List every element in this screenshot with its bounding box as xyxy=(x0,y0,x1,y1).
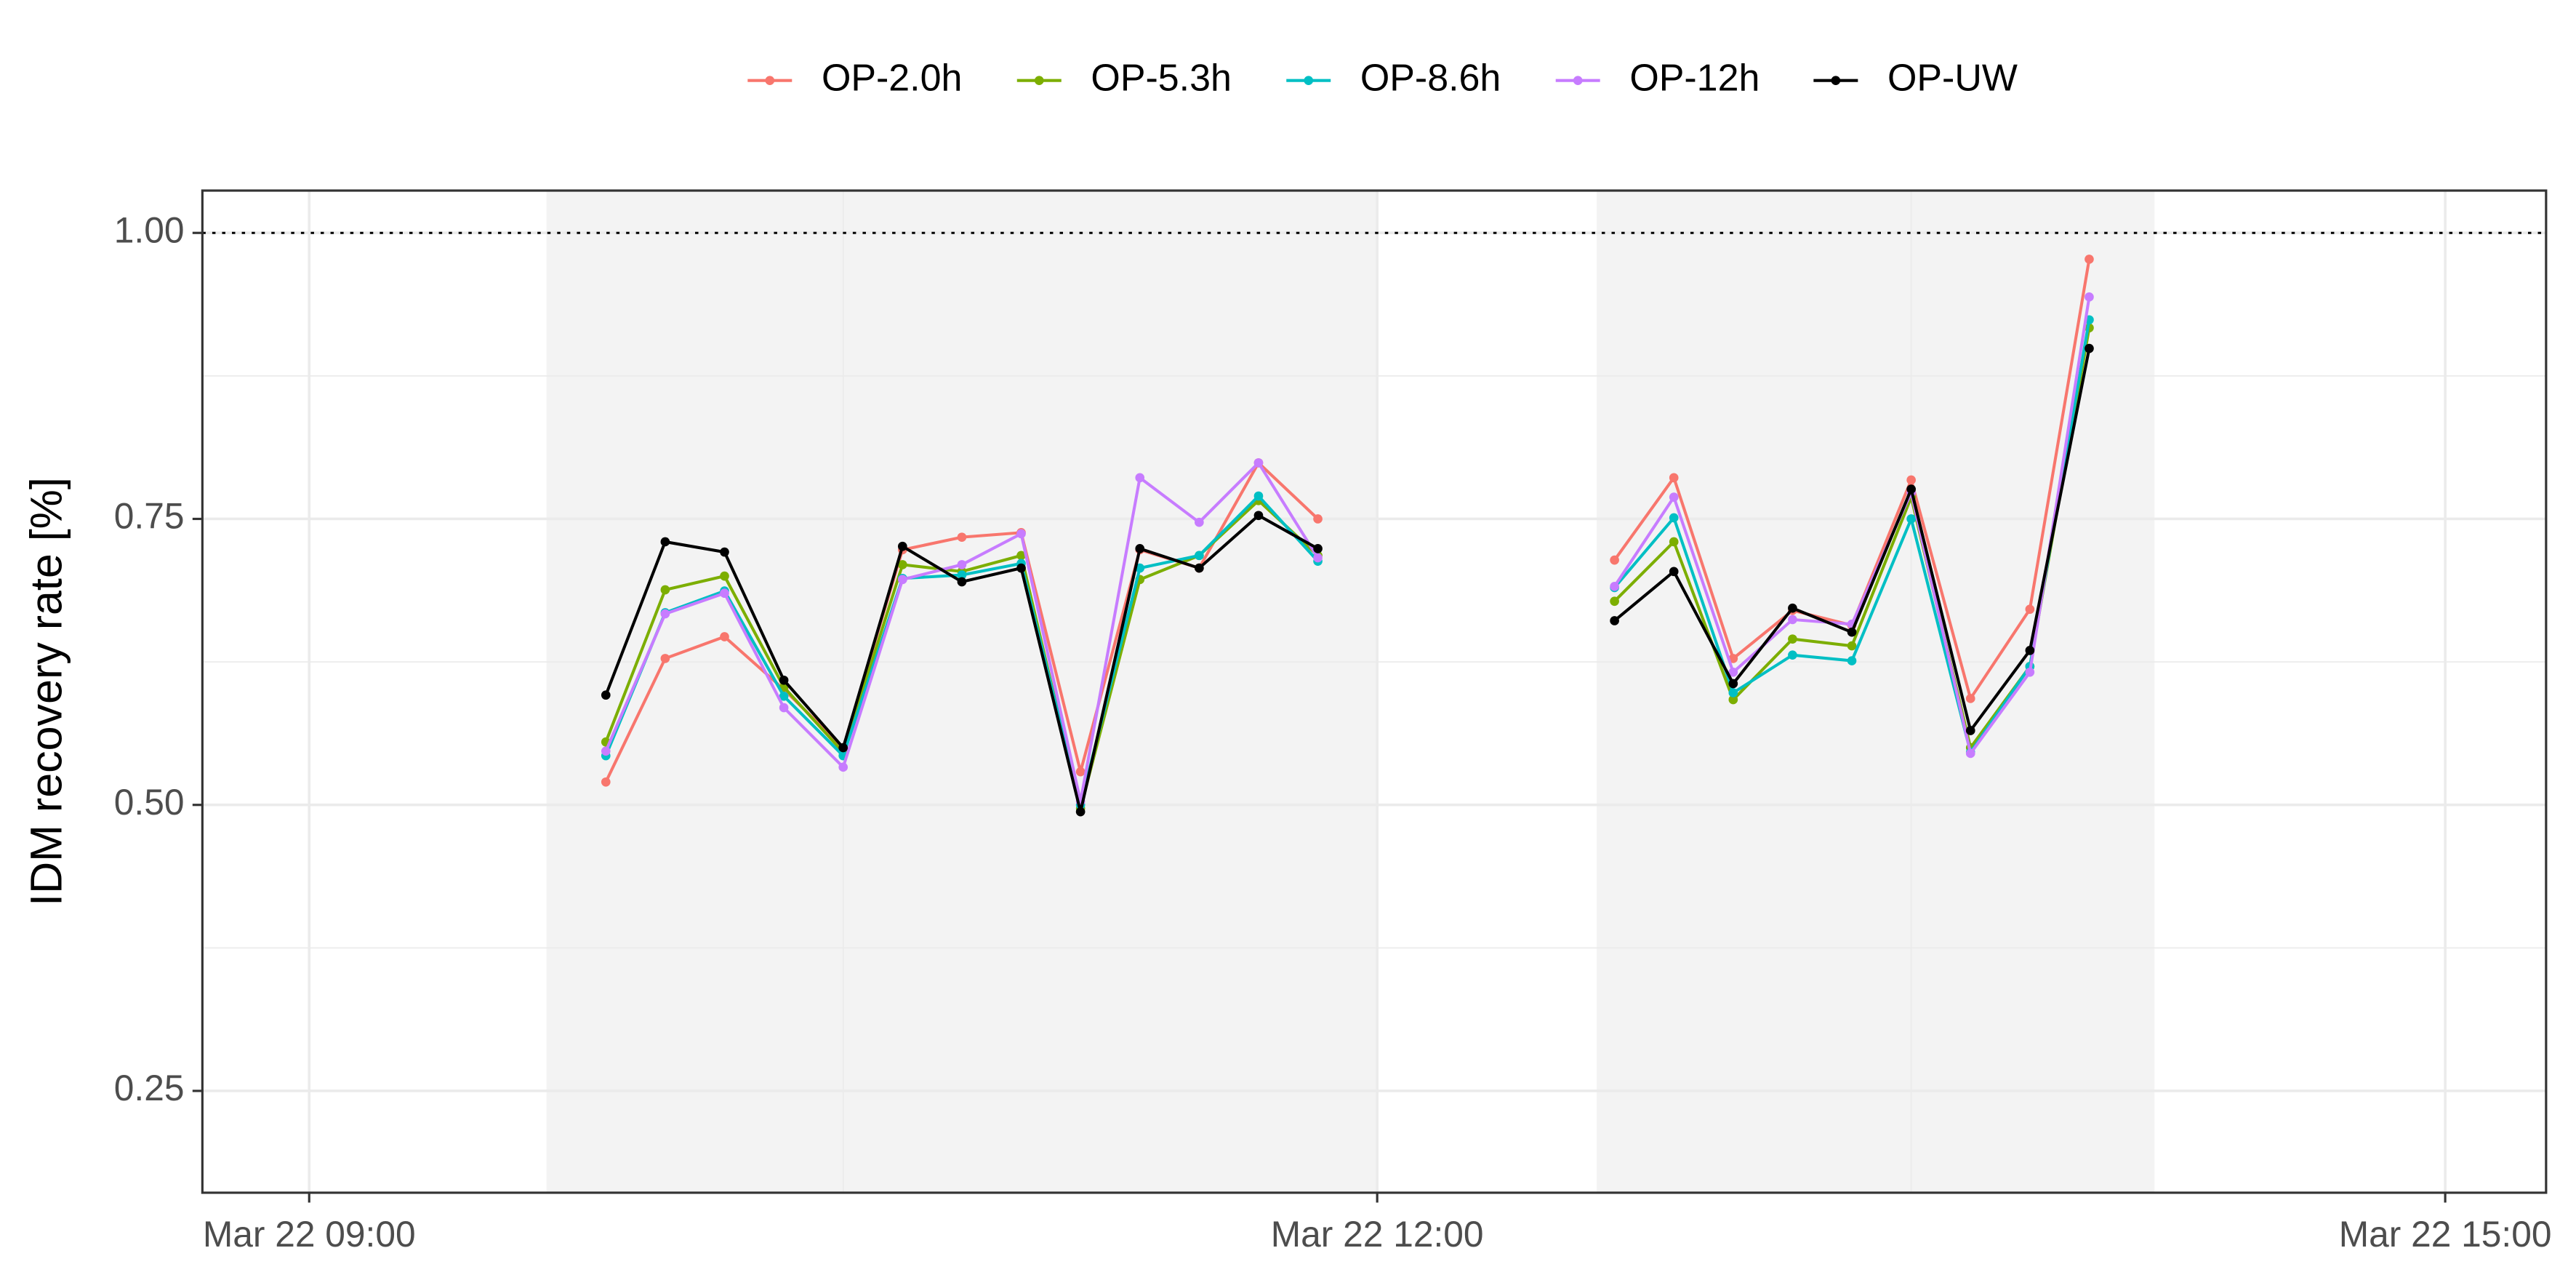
legend-label: OP-2.0h xyxy=(822,57,962,99)
point xyxy=(601,746,611,756)
point xyxy=(1075,767,1086,777)
point xyxy=(1610,596,1619,607)
point xyxy=(720,588,729,599)
point xyxy=(720,632,729,641)
point xyxy=(1728,695,1738,705)
point xyxy=(1906,484,1916,494)
point xyxy=(1313,544,1323,553)
point xyxy=(1135,473,1145,483)
legend-point xyxy=(1034,76,1044,86)
shaded-region xyxy=(1597,191,2155,1193)
point xyxy=(1728,667,1738,677)
point xyxy=(897,541,907,551)
x-tick-label: Mar 22 12:00 xyxy=(1271,1214,1484,1255)
point xyxy=(1135,544,1145,553)
point xyxy=(1728,679,1738,689)
point xyxy=(2025,646,2035,655)
point xyxy=(1669,473,1679,483)
point xyxy=(1195,551,1204,561)
point xyxy=(1728,654,1738,663)
point xyxy=(1788,634,1797,644)
point xyxy=(2025,667,2035,677)
point xyxy=(1016,551,1026,561)
point xyxy=(1965,748,1975,759)
point xyxy=(779,675,789,685)
point xyxy=(1195,563,1204,573)
point xyxy=(1016,529,1026,539)
point xyxy=(1788,615,1797,625)
point xyxy=(1610,581,1619,591)
point xyxy=(2085,343,2094,353)
x-tick-label: Mar 22 09:00 xyxy=(203,1214,416,1255)
point xyxy=(601,690,611,700)
legend-label: OP-8.6h xyxy=(1360,57,1501,99)
point xyxy=(2085,292,2094,302)
point xyxy=(1788,603,1797,613)
shaded-region xyxy=(546,191,1378,1193)
point xyxy=(838,743,848,753)
point xyxy=(1847,641,1857,651)
point xyxy=(779,703,789,713)
point xyxy=(1135,563,1145,573)
legend-label: OP-5.3h xyxy=(1091,57,1231,99)
point xyxy=(660,654,670,663)
point xyxy=(2085,255,2094,264)
point xyxy=(1016,563,1026,573)
y-tick-label: 0.50 xyxy=(114,782,185,823)
point xyxy=(1669,567,1679,577)
legend-point xyxy=(1304,76,1314,86)
point xyxy=(720,571,729,581)
point xyxy=(1313,514,1323,524)
point xyxy=(957,577,967,587)
point xyxy=(957,532,967,542)
point xyxy=(1728,688,1738,697)
point xyxy=(1965,694,1975,703)
point xyxy=(779,691,789,701)
point xyxy=(1253,511,1264,521)
point xyxy=(957,570,967,580)
legend-label: OP-UW xyxy=(1887,57,2018,99)
point xyxy=(957,560,967,569)
point xyxy=(660,537,670,547)
point xyxy=(1313,553,1323,563)
legend-label: OP-12h xyxy=(1629,57,1760,99)
point xyxy=(897,575,907,585)
point xyxy=(660,609,670,619)
y-tick-label: 0.25 xyxy=(114,1068,185,1108)
point xyxy=(1847,627,1857,637)
legend-point xyxy=(1573,76,1583,86)
point xyxy=(660,585,670,595)
point xyxy=(720,547,729,557)
y-axis-label: IDM recovery rate [%] xyxy=(21,477,71,906)
legend-point xyxy=(1831,76,1841,86)
legend-point xyxy=(765,76,775,86)
point xyxy=(1669,513,1679,523)
point xyxy=(1965,726,1975,735)
point xyxy=(1610,555,1619,565)
point xyxy=(1906,475,1916,485)
point xyxy=(601,777,611,787)
point xyxy=(1253,458,1264,468)
point xyxy=(1906,514,1916,524)
plot-border xyxy=(201,189,2548,1194)
y-tick-label: 0.75 xyxy=(114,496,185,537)
point xyxy=(2025,604,2035,615)
point xyxy=(1253,491,1264,501)
point xyxy=(1195,517,1204,527)
point xyxy=(1075,807,1086,817)
point xyxy=(1669,492,1679,502)
point xyxy=(838,762,848,772)
point xyxy=(897,560,907,569)
x-tick-label: Mar 22 15:00 xyxy=(2339,1214,2552,1255)
point xyxy=(1610,616,1619,625)
point xyxy=(1669,537,1679,547)
point xyxy=(1847,656,1857,665)
y-tick-label: 1.00 xyxy=(114,209,185,250)
point xyxy=(1788,650,1797,660)
